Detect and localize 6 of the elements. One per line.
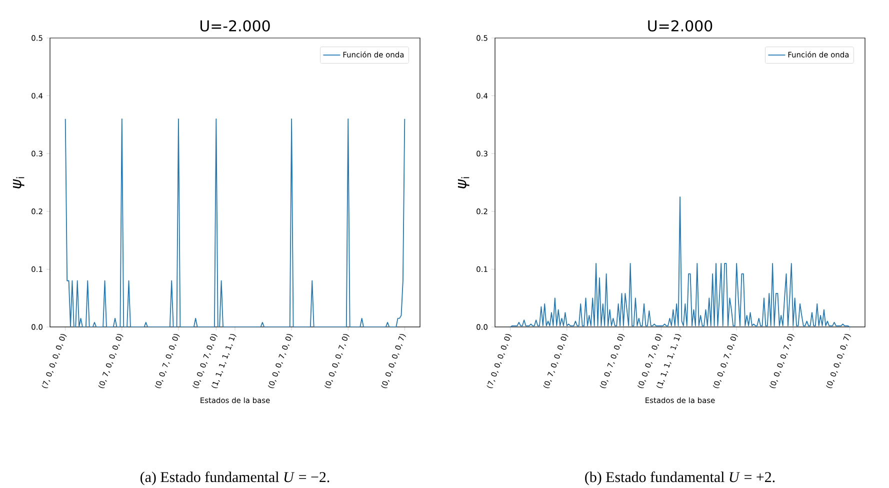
y-axis-title: ψ$_{i}$	[458, 177, 470, 188]
chart-title: U=-2.000	[200, 20, 270, 32]
y-axis-title: ψ$_{i}$	[12, 177, 24, 188]
text: (a) Estado fundamental U = −2.	[140, 471, 330, 486]
chart-title: U=2.000	[648, 20, 712, 32]
text: (b) Estado fundamental U = +2.	[585, 471, 775, 486]
